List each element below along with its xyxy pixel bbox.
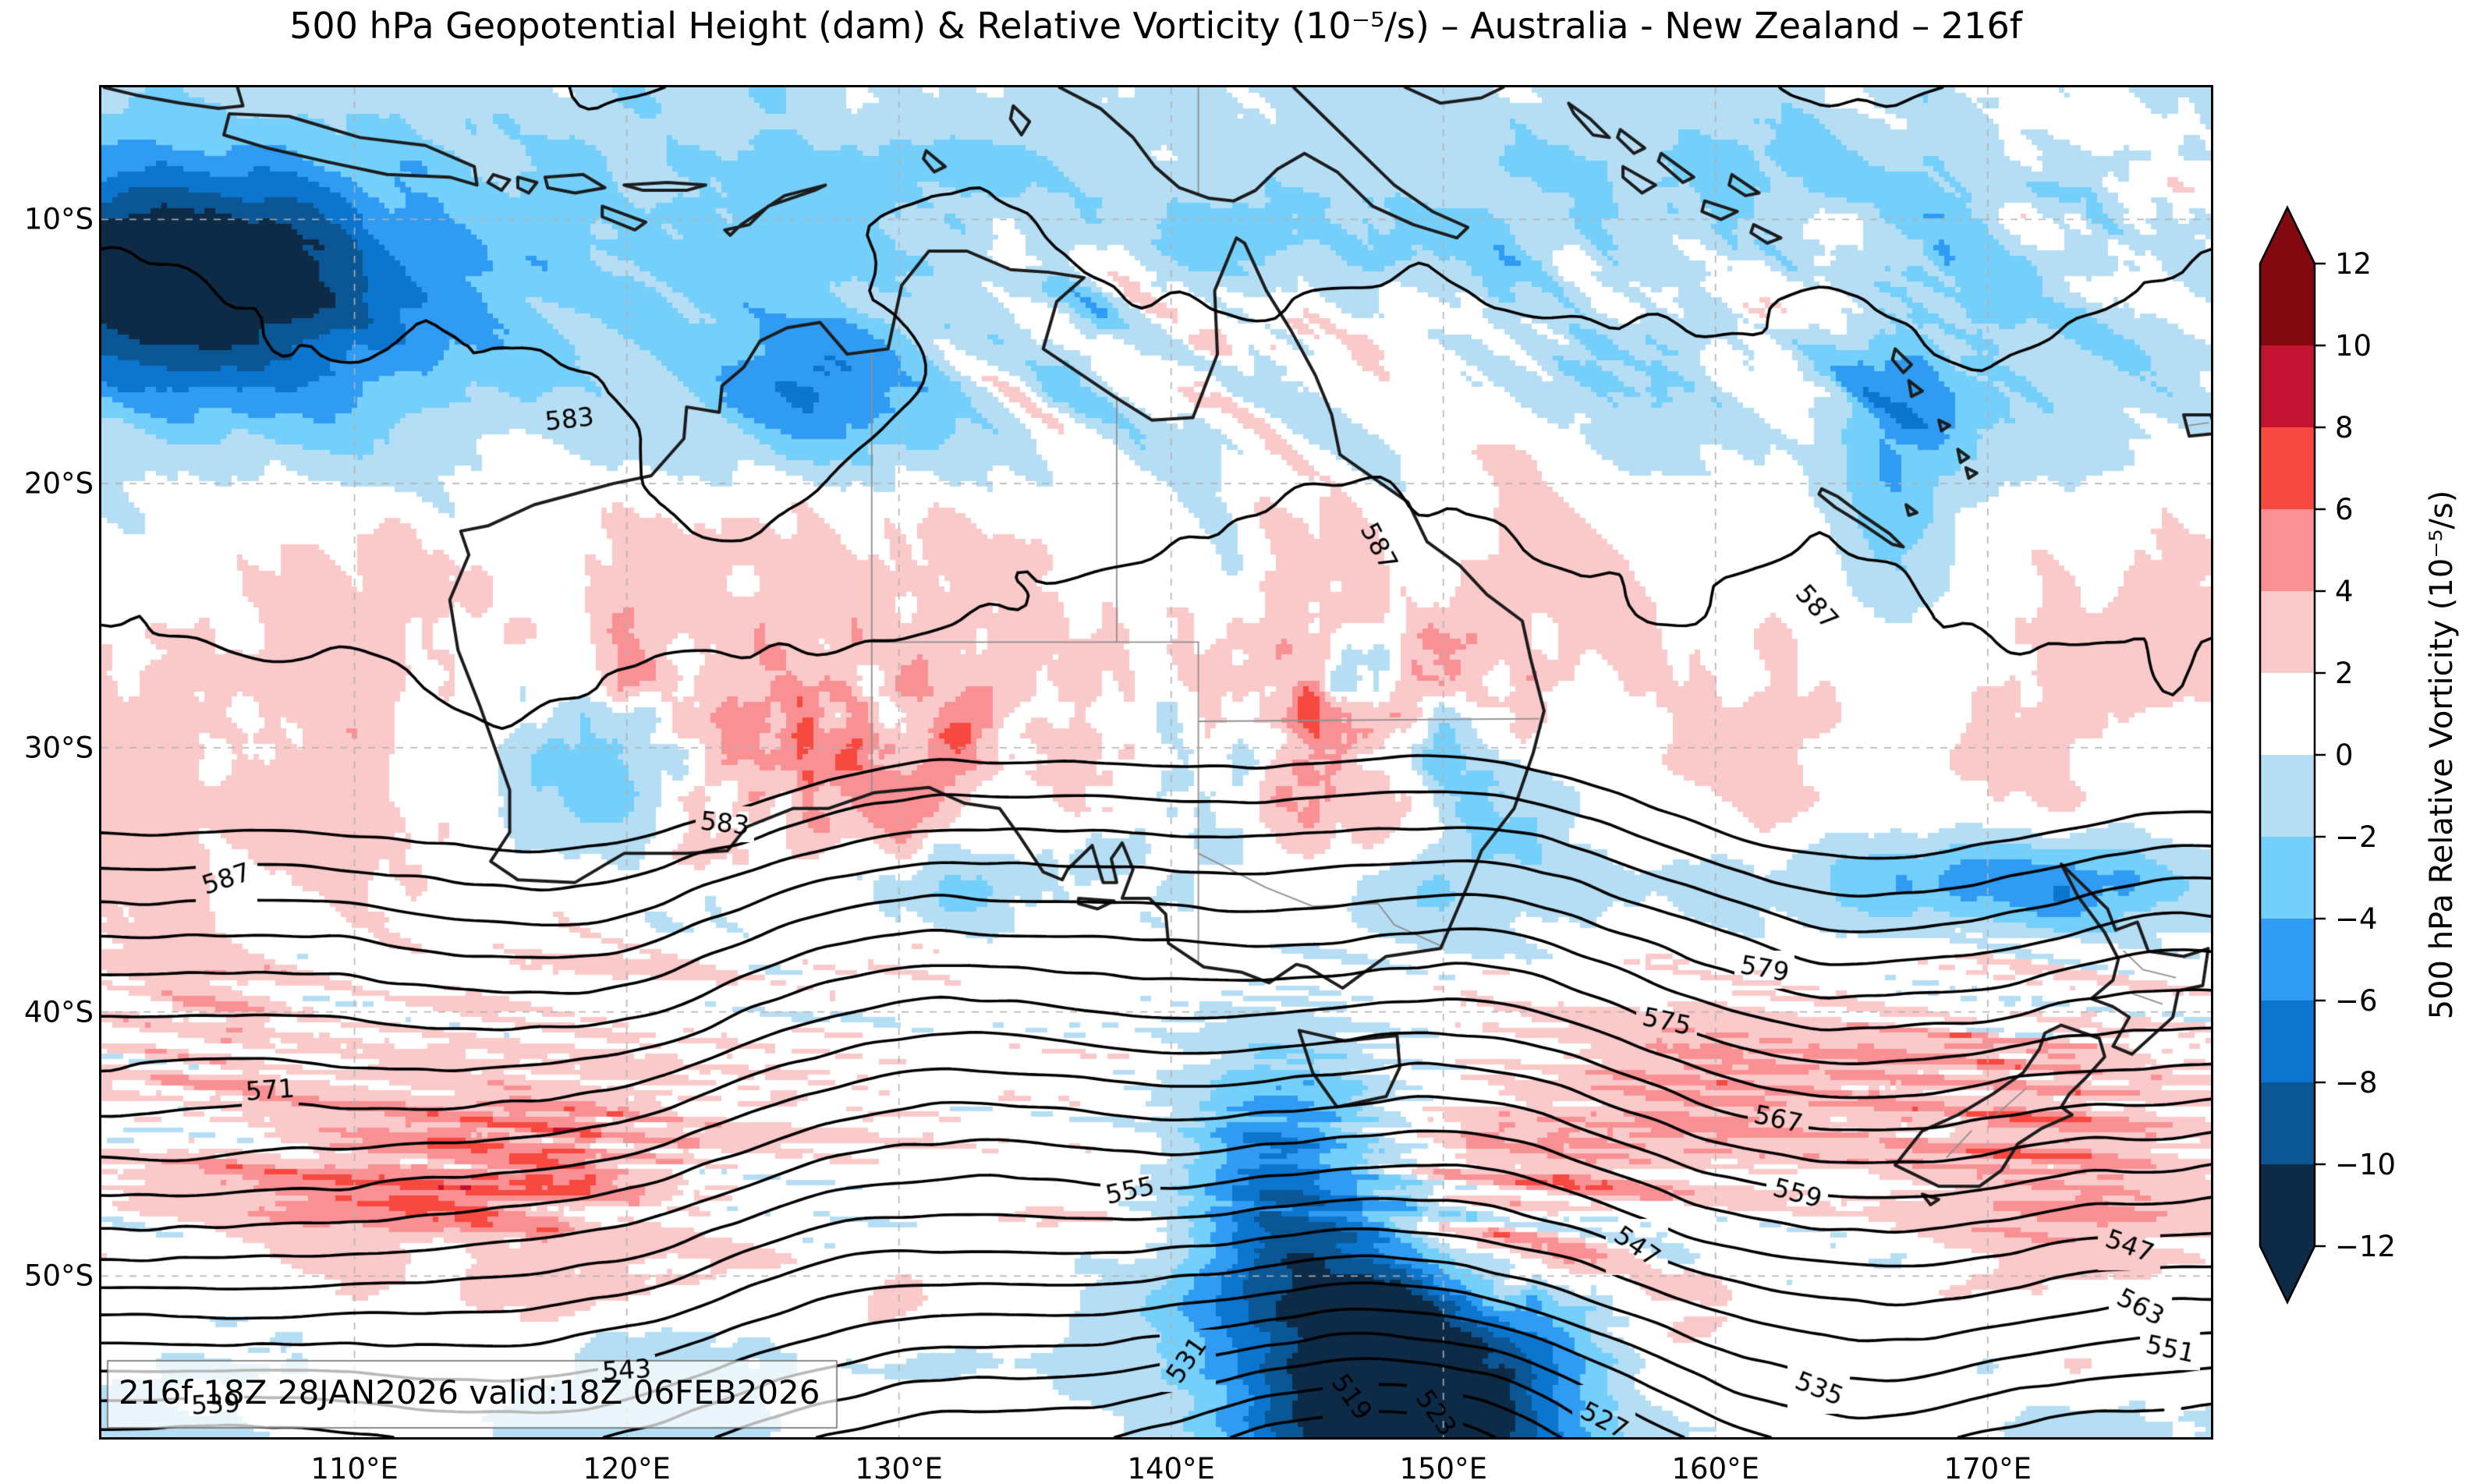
- x-tick-label: 130°E: [855, 1452, 943, 1484]
- colorbar-tick-label: −6: [2335, 984, 2378, 1018]
- colorbar-segment: [2260, 591, 2315, 674]
- colorbar-tick-label: −10: [2335, 1148, 2396, 1181]
- colorbar-segment: [2260, 919, 2315, 1001]
- colorbar: 12 10 8 6 4 2 0 −2 −4 −6 −8 −10 −12: [2259, 205, 2396, 1305]
- colorbar-tick-label: −2: [2335, 820, 2378, 854]
- colorbar-over-arrow: [2260, 207, 2315, 264]
- colorbar-label: 500 hPa Relative Vorticity (10⁻⁵/s): [2424, 490, 2460, 1020]
- x-tick-label: 150°E: [1399, 1452, 1487, 1484]
- colorbar-segment: [2260, 1082, 2315, 1165]
- colorbar-tick-label: −8: [2335, 1066, 2378, 1100]
- colorbar-segment: [2260, 1001, 2315, 1083]
- colorbar-tick-label: 8: [2335, 411, 2354, 444]
- run-valid-time-text: 216f 18Z 28JAN2026 valid:18Z 06FEB2026: [119, 1373, 820, 1411]
- y-tick-label: 40°S: [23, 995, 94, 1029]
- y-tick-label: 50°S: [23, 1259, 94, 1293]
- colorbar-segment: [2260, 427, 2315, 510]
- y-tick-label: 20°S: [23, 466, 94, 501]
- colorbar-segment: [2260, 264, 2315, 346]
- y-tick-label: 10°S: [23, 202, 94, 236]
- x-tick-label: 140°E: [1127, 1452, 1215, 1484]
- x-tick-label: 110°E: [310, 1452, 399, 1484]
- x-tick-label: 160°E: [1671, 1452, 1760, 1484]
- colorbar-segment: [2260, 345, 2315, 428]
- colorbar-tick-label: 6: [2335, 493, 2354, 526]
- colorbar-segment: [2260, 1164, 2315, 1247]
- colorbar-tick-label: −12: [2335, 1230, 2396, 1263]
- colorbar-tick-label: 12: [2335, 247, 2372, 281]
- colorbar-tick-label: −4: [2335, 902, 2378, 936]
- colorbar-tick-label: 4: [2335, 575, 2354, 608]
- map-plot-area: [98, 84, 2213, 1440]
- chart-title: 500 hPa Geopotential Height (dam) & Rela…: [289, 5, 2022, 47]
- colorbar-tick-label: 2: [2335, 657, 2354, 690]
- y-tick-label: 30°S: [23, 731, 94, 765]
- colorbar-segment: [2260, 837, 2315, 919]
- colorbar-segment: [2260, 509, 2315, 592]
- colorbar-under-arrow: [2260, 1246, 2315, 1302]
- x-tick-label: 170°E: [1943, 1452, 2032, 1484]
- colorbar-segment: [2260, 673, 2315, 756]
- colorbar-tick-label: 0: [2335, 738, 2354, 772]
- colorbar-tick-label: 10: [2335, 329, 2372, 363]
- colorbar-segment: [2260, 755, 2315, 838]
- x-tick-label: 120°E: [583, 1452, 671, 1484]
- map-canvas: [101, 87, 2211, 1437]
